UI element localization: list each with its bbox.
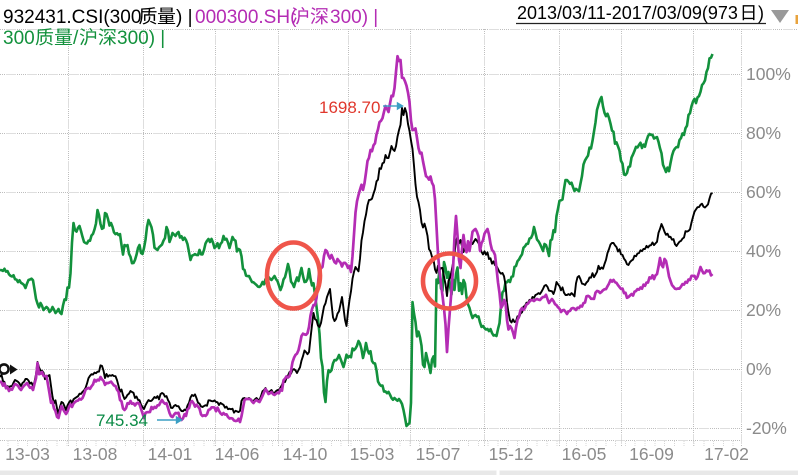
svg-text:) |: ) | bbox=[176, 7, 193, 28]
svg-text:16-09: 16-09 bbox=[629, 444, 674, 464]
svg-text:): ) bbox=[758, 3, 764, 23]
svg-text:745.34: 745.34 bbox=[96, 411, 148, 430]
svg-text:20%: 20% bbox=[746, 300, 781, 320]
svg-text:-20%: -20% bbox=[746, 418, 787, 438]
svg-text:14-06: 14-06 bbox=[215, 444, 260, 464]
svg-text:300) |: 300) | bbox=[117, 28, 165, 49]
svg-text:0%: 0% bbox=[746, 359, 771, 379]
svg-text:13-03: 13-03 bbox=[5, 444, 50, 464]
svg-text:14-01: 14-01 bbox=[148, 444, 193, 464]
svg-text:15-07: 15-07 bbox=[416, 444, 461, 464]
svg-text:14-10: 14-10 bbox=[283, 444, 328, 464]
svg-text:1698.70: 1698.70 bbox=[319, 98, 380, 117]
svg-text:100%: 100% bbox=[746, 64, 791, 84]
svg-text:300: 300 bbox=[3, 28, 35, 49]
svg-text:2013/03/11-2017/03/09(973: 2013/03/11-2017/03/09(973 bbox=[517, 3, 738, 23]
svg-text:60%: 60% bbox=[746, 182, 781, 202]
svg-text:300) |: 300) | bbox=[330, 7, 378, 28]
svg-text:40%: 40% bbox=[746, 241, 781, 261]
svg-text:17-02: 17-02 bbox=[704, 444, 749, 464]
svg-text:932431.CSI(300: 932431.CSI(300 bbox=[3, 7, 141, 28]
svg-text:15-12: 15-12 bbox=[489, 444, 534, 464]
svg-text:/: / bbox=[73, 28, 79, 49]
svg-text:000300.SH(: 000300.SH( bbox=[195, 7, 297, 28]
svg-text:13-08: 13-08 bbox=[73, 444, 118, 464]
svg-text:16-05: 16-05 bbox=[562, 444, 607, 464]
svg-text:15-03: 15-03 bbox=[350, 444, 395, 464]
svg-text:80%: 80% bbox=[746, 123, 781, 143]
